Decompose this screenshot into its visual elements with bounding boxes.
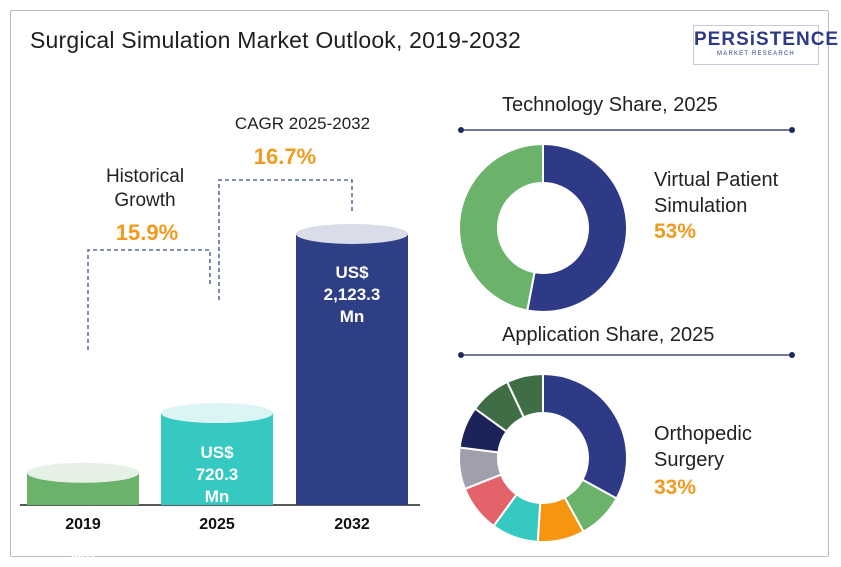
page-title: Surgical Simulation Market Outlook, 2019… — [30, 27, 521, 53]
bar-2025: US$ 720.3 Mn — [161, 403, 273, 506]
infographic-frame — [10, 10, 829, 557]
technology-share-title: Technology Share, 2025 — [502, 94, 718, 116]
bar-value-label: 720.3 — [196, 465, 239, 484]
bar-2019: US$ 252.4 Mn — [27, 462, 139, 566]
bar-value-label: US$ — [66, 503, 100, 522]
bar-body — [161, 413, 273, 505]
donut-slice — [505, 372, 544, 419]
bar-value-label: Mn — [71, 547, 96, 566]
bar-cap — [161, 403, 273, 424]
bar-2032: US$ 2,123.3 Mn — [296, 223, 408, 505]
application-divider — [458, 352, 795, 358]
cagr-label: CAGR 2025-2032 — [234, 114, 371, 133]
application-highlight-value: 33% — [654, 476, 697, 499]
bar-cap — [296, 223, 408, 244]
cagr-connector — [218, 179, 353, 300]
technology-donut — [458, 142, 628, 313]
x-tick-label: 2025 — [199, 516, 235, 533]
bar-body — [296, 233, 408, 505]
brand-logo: PERSiSTENCE MARKET RESEARCH — [693, 25, 840, 65]
bar-value-label: 2,123.3 — [324, 285, 381, 304]
bar-value-label: US$ — [200, 443, 234, 462]
application-share-title: Application Share, 2025 — [502, 324, 715, 346]
x-tick-label: 2032 — [334, 516, 370, 533]
bar-cap — [27, 462, 139, 483]
donut-slice — [526, 142, 628, 313]
historical-growth-label: Historical Growth — [105, 166, 185, 211]
technology-highlight-value: 53% — [654, 220, 697, 243]
application-highlight-label: Orthopedic Surgery — [654, 423, 752, 471]
technology-divider — [458, 127, 795, 133]
donut-slice — [542, 372, 628, 500]
historical-connector — [87, 249, 211, 350]
bar-value-label: US$ — [335, 263, 369, 282]
bar-value-label: Mn — [205, 487, 230, 506]
cagr-value: 16.7% — [253, 144, 317, 169]
x-tick-label: 2019 — [65, 516, 101, 533]
application-donut — [458, 372, 628, 543]
bar-value-label: Mn — [340, 307, 365, 326]
donut-slice — [458, 142, 544, 312]
logo-wordmark: PERSiSTENCE — [694, 29, 840, 50]
historical-growth-value: 15.9% — [115, 220, 179, 245]
bar-value-label: 252.4 — [62, 525, 105, 544]
technology-highlight-label: Virtual Patient Simulation — [654, 169, 779, 217]
logo-tagline: MARKET RESEARCH — [717, 51, 795, 57]
